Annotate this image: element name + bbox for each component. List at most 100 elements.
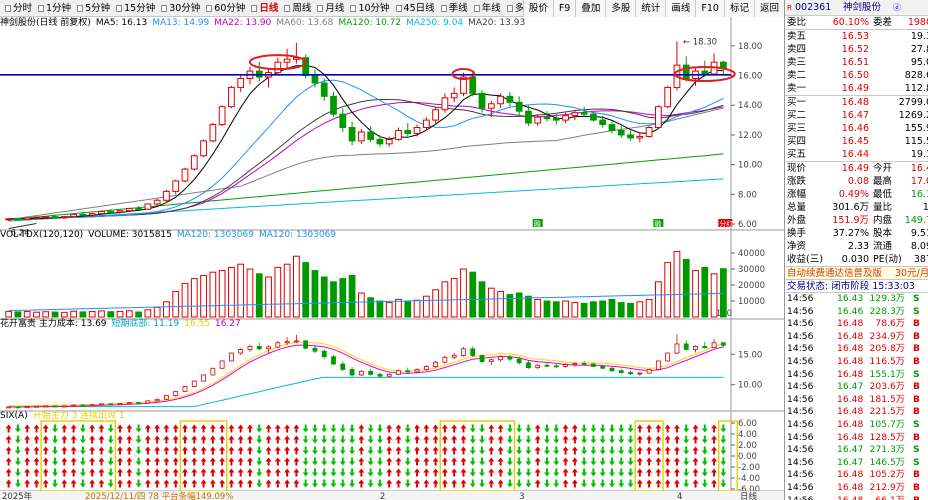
toolbar-button[interactable]: 标记: [723, 0, 754, 17]
book-row[interactable]: 卖一 16.49 112.8: [785, 82, 928, 95]
down-arrow-icon: [544, 479, 550, 488]
up-arrow-icon: [571, 479, 578, 488]
period-tab[interactable]: 年线: [471, 2, 504, 15]
down-arrow-icon: [553, 468, 560, 477]
period-tab[interactable]: 10分钟: [347, 2, 392, 15]
up-arrow-icon: [237, 479, 244, 488]
book-row[interactable]: 卖五 16.53 19.3: [785, 30, 928, 43]
candle-body: [228, 86, 235, 108]
up-arrow-icon: [172, 479, 179, 488]
book-row[interactable]: 买五 16.44 19.1: [785, 148, 928, 161]
tick-row: 14:56 16.43 129.3万 S: [785, 293, 928, 306]
ind-candle-body: [117, 403, 123, 405]
up-arrow-icon: [228, 435, 235, 444]
up-arrow-icon: [488, 479, 495, 488]
down-arrow-icon: [79, 435, 86, 444]
toolbar-button[interactable]: F10: [695, 0, 724, 17]
toolbar-button[interactable]: 返回: [753, 0, 784, 17]
up-arrow-icon: [646, 457, 653, 466]
tick-time: 14:56: [787, 406, 814, 418]
kline-chart[interactable]: 18.00 16.00 14.00 12.00 10.00 8.00 6.00 ← 18.30…: [0, 17, 784, 500]
toolbar-button[interactable]: 叠加: [575, 0, 606, 17]
tick-side: S: [913, 418, 920, 430]
down-arrow-icon: [701, 479, 708, 488]
up-arrow-icon: [5, 479, 12, 488]
candle-body: [357, 131, 365, 142]
book-row[interactable]: 卖二 16.50 828.6: [785, 69, 928, 82]
up-arrow-icon: [497, 468, 504, 477]
book-row[interactable]: 卖四 16.52 27.8: [785, 43, 928, 56]
stat-label: 换手: [787, 228, 807, 239]
book-row[interactable]: 买二 16.47 1269.2: [785, 109, 928, 122]
period-tab[interactable]: 日线: [248, 2, 281, 15]
period-tab[interactable]: 周线: [281, 2, 314, 15]
down-arrow-icon: [627, 479, 634, 488]
tick-volume: 155.1万: [869, 368, 906, 380]
marker-label: 融: [534, 219, 541, 228]
up-arrow-icon: [646, 479, 653, 488]
candle-body: [664, 86, 672, 108]
promo-banner[interactable]: 自动续费通达信普及版 30元/月: [785, 266, 928, 279]
checkbox-icon: [440, 5, 447, 12]
down-arrow-icon: [349, 457, 356, 466]
period-tab[interactable]: 15分钟: [113, 2, 158, 15]
period-tab[interactable]: 60分钟: [203, 2, 248, 15]
toolbar-button[interactable]: 统计: [635, 0, 666, 17]
tick-time: 14:56: [787, 355, 814, 367]
up-arrow-icon: [562, 446, 569, 455]
period-tab[interactable]: 1分钟: [35, 2, 74, 15]
down-arrow-icon: [311, 424, 318, 433]
period-tab[interactable]: 5分钟: [74, 2, 113, 15]
book-row[interactable]: 卖三 16.51 95.0: [785, 56, 928, 69]
stat-label: 最低: [873, 189, 893, 200]
up-arrow-icon: [655, 479, 662, 488]
checkbox-icon: [251, 5, 258, 12]
checkbox-icon: [506, 5, 513, 12]
book-row[interactable]: 买四 16.45 115.5: [785, 135, 928, 148]
info-icon[interactable]: ⓓ: [893, 3, 901, 12]
candle-body: [506, 95, 514, 103]
book-row[interactable]: 买一 16.48 2799.0: [785, 96, 928, 109]
toolbar-button[interactable]: F9: [552, 0, 576, 17]
up-arrow-icon: [200, 435, 207, 444]
up-arrow-icon: [441, 424, 448, 433]
up-arrow-icon: [664, 479, 671, 488]
quote-panel: R 002361 神剑股份 ⓓ 委比 60.10% 委差 1980 卖五 16.5…: [784, 0, 928, 500]
tick-time: 14:56: [787, 393, 814, 405]
ind-candle-body: [228, 352, 234, 362]
stock-title: 神剑股份(日线 前复权): [0, 18, 91, 28]
toolbar-button[interactable]: 股价: [522, 0, 553, 17]
tick-price: 16.43: [837, 293, 864, 304]
ind-candle-body: [498, 356, 504, 361]
ind-candle-body: [665, 352, 671, 362]
volume-bar: [237, 263, 245, 318]
period-tab[interactable]: 分时: [2, 2, 35, 15]
up-arrow-icon: [395, 468, 402, 477]
volume-bar: [14, 311, 22, 318]
six-legend: SIX(A) 开始主力 3 连续出现 1: [0, 410, 130, 423]
date-label: 2025年: [2, 491, 33, 500]
up-arrow-icon: [265, 468, 272, 477]
ma5-line: [8, 64, 724, 220]
period-tab[interactable]: 45日线: [393, 2, 438, 15]
up-arrow-icon: [441, 479, 448, 488]
down-arrow-icon: [590, 446, 597, 455]
ind-candle-body: [600, 366, 606, 369]
axis-label: 16.00: [738, 72, 762, 82]
period-tab[interactable]: 30分钟: [158, 2, 203, 15]
book-row[interactable]: 买三 16.46 155.9: [785, 122, 928, 135]
down-arrow-icon: [701, 424, 708, 433]
up-arrow-icon: [172, 435, 179, 444]
down-arrow-icon: [256, 446, 263, 455]
legend-item: MA120: 1303069: [176, 230, 254, 240]
tick-time: 14:56: [787, 431, 814, 443]
period-tab[interactable]: 月线: [314, 2, 347, 15]
tick-row: 14:56 16.47 146.5万 S: [785, 457, 928, 470]
period-tab[interactable]: 季线: [438, 2, 471, 15]
toolbar-button[interactable]: 多股: [605, 0, 636, 17]
up-arrow-icon: [70, 424, 77, 433]
stat-value: 9.51: [910, 228, 928, 239]
ind-candle-body: [461, 348, 466, 356]
toolbar-button[interactable]: 画线: [665, 0, 696, 17]
up-arrow-icon: [636, 457, 643, 466]
